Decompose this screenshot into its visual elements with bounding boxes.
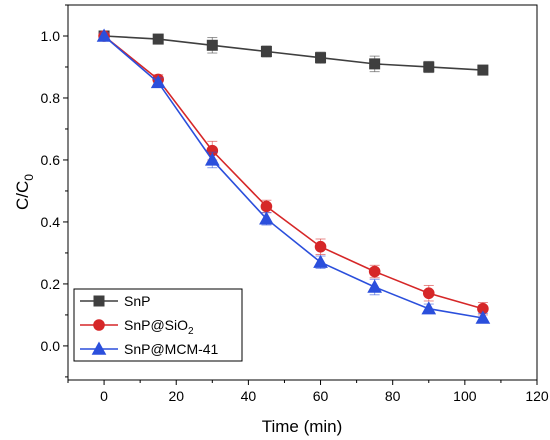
- legend-label: SnP: [124, 293, 150, 309]
- y-tick-label: 0.0: [41, 338, 61, 354]
- data-point: [315, 52, 327, 64]
- y-tick-label: 0.6: [41, 152, 61, 168]
- data-point: [423, 61, 435, 73]
- data-point: [96, 28, 112, 42]
- data-point: [206, 39, 218, 51]
- axis-ticks: 0 20 40 60 80 100 120 0.0 0.2 0.4 0.6 0.8 1.0: [41, 4, 549, 404]
- y-tick-label: 0.2: [41, 276, 61, 292]
- data-point: [313, 254, 328, 268]
- y-tick-label: 1.0: [41, 28, 61, 44]
- x-tick-label: 0: [100, 388, 108, 404]
- data-point: [367, 279, 383, 293]
- data-point: [260, 200, 273, 213]
- x-tick-label: 60: [313, 388, 329, 404]
- data-point: [422, 287, 435, 300]
- series-line: [103, 35, 484, 319]
- legend-marker: [93, 319, 105, 331]
- y-tick-label: 0.8: [41, 90, 61, 106]
- legend-marker: [93, 295, 105, 307]
- legend-label: SnP@SiO2: [124, 317, 194, 337]
- data-point: [150, 74, 166, 89]
- data-point: [314, 240, 327, 253]
- data-point: [368, 265, 381, 278]
- x-tick-label: 100: [453, 388, 477, 404]
- x-tick-label: 120: [525, 388, 549, 404]
- legend-label: SnP@MCM-41: [124, 341, 219, 357]
- series-line: [104, 35, 483, 71]
- x-tick-label: 20: [168, 388, 184, 404]
- x-tick-label: 40: [241, 388, 257, 404]
- svg-text:C/C0: C/C0: [13, 174, 36, 210]
- y-axis-title: C/C0: [13, 174, 36, 210]
- legend-label-subscript: 2: [188, 326, 194, 337]
- series-2: [96, 28, 491, 324]
- x-axis-title: Time (min): [262, 417, 343, 436]
- y-tick-label: 0.4: [41, 214, 61, 230]
- series-layer: [96, 28, 491, 324]
- legend-label-main: SnP@MCM-41: [124, 341, 219, 357]
- plot-frame: [67, 4, 538, 381]
- data-point: [475, 310, 491, 324]
- data-point: [259, 211, 274, 225]
- series-0: [98, 30, 489, 76]
- series-line: [103, 35, 484, 310]
- data-point: [421, 301, 437, 315]
- data-point: [477, 64, 489, 76]
- data-point: [369, 58, 381, 70]
- x-tick-label: 80: [385, 388, 401, 404]
- data-point: [204, 152, 220, 166]
- data-point: [152, 33, 164, 45]
- legend: SnP SnP@SiO2 SnP@MCM-41: [73, 288, 243, 362]
- y-axis-title-main: C/C: [13, 181, 32, 210]
- series-1: [98, 30, 489, 316]
- data-point: [260, 45, 272, 57]
- legend-marker: [91, 341, 107, 355]
- legend-label-main: SnP: [124, 293, 150, 309]
- legend-label-main: SnP@SiO: [124, 317, 188, 333]
- y-axis-title-subscript: 0: [22, 174, 36, 181]
